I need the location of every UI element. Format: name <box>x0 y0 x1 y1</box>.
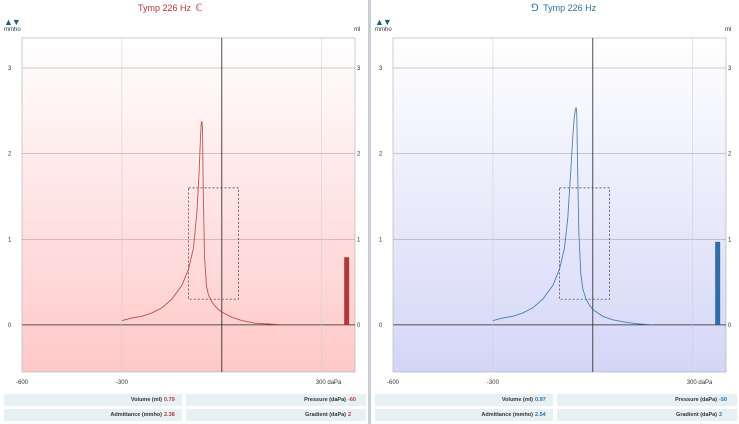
x-tick-label: -300 <box>116 380 129 386</box>
triangle-up-icon[interactable]: ▲ <box>4 17 13 27</box>
tympanogram-curve <box>492 107 653 326</box>
x-tick-label: -600 <box>387 380 400 386</box>
left-ear-panel: ⅁ Tymp 226 Hz ▲▼ mmho ml 0 0 1 1 2 2 3 3 -600 -30… <box>371 0 739 424</box>
right-ear-icon: ℂ <box>195 3 203 14</box>
scale-toggle[interactable]: ▲▼ <box>4 17 21 27</box>
y-tick-label: 3 <box>379 66 383 72</box>
readouts: Volume (ml) 0.79 Pressure (daPa) -60 Adm… <box>4 394 366 422</box>
y-tick-label-right: 0 <box>728 323 732 329</box>
y-tick-label-right: 3 <box>728 66 732 72</box>
right-ear-panel: Tymp 226 Hz ℂ ▲▼ mmho ml 0 0 1 1 2 2 3 3 -600 -30… <box>0 0 368 424</box>
triangle-down-icon[interactable]: ▼ <box>11 17 21 27</box>
left-ear-icon: ⅁ <box>531 3 539 14</box>
x-tick-label: 300 daPa <box>687 380 713 386</box>
pressure-readout: Pressure (daPa) -50 <box>557 394 737 406</box>
volume-readout: Volume (ml) 0.97 <box>375 394 553 406</box>
panel-divider[interactable] <box>368 0 371 424</box>
tympanogram-chart: 0 0 1 1 2 2 3 3 -600 -300 300 daPa <box>8 37 361 386</box>
y-tick-label-right: 2 <box>357 152 361 158</box>
pressure-readout: Pressure (daPa) -60 <box>186 394 366 406</box>
y-tick-label: 1 <box>379 237 383 243</box>
y-unit-right: ml <box>725 27 732 33</box>
x-tick-label: 300 daPa <box>316 380 342 386</box>
volume-readout: Volume (ml) 0.79 <box>4 394 182 406</box>
normal-range-box <box>188 187 239 300</box>
y-tick-label: 3 <box>8 66 12 72</box>
gradient-readout: Gradient (daPa) 2 <box>557 409 737 421</box>
panel-title: ⅁ Tymp 226 Hz <box>531 3 597 14</box>
y-tick-label-right: 3 <box>357 66 361 72</box>
y-unit-left: mmho <box>375 27 392 33</box>
scale-toggle[interactable]: ▲▼ <box>375 17 392 27</box>
y-tick-label: 0 <box>8 323 12 329</box>
y-unit-right: ml <box>354 27 361 33</box>
y-tick-label: 2 <box>8 152 12 158</box>
panel-title: Tymp 226 Hz ℂ <box>138 3 203 14</box>
y-tick-label-right: 1 <box>728 237 732 243</box>
triangle-up-icon[interactable]: ▲ <box>375 17 384 27</box>
y-tick-label: 1 <box>8 237 12 243</box>
tympanogram-chart: 0 0 1 1 2 2 3 3 -600 -300 300 daPa <box>379 37 732 386</box>
ear-canal-volume-bar <box>715 241 721 325</box>
readouts: Volume (ml) 0.97 Pressure (daPa) -50 Adm… <box>375 394 737 422</box>
x-tick-label: -300 <box>487 380 500 386</box>
x-tick-label: -600 <box>16 380 29 386</box>
normal-range-box <box>559 187 610 300</box>
triangle-down-icon[interactable]: ▼ <box>382 17 392 27</box>
y-tick-label-right: 2 <box>728 152 732 158</box>
admittance-readout: Admittance (mmho) 2.38 <box>4 409 182 421</box>
y-unit-left: mmho <box>4 27 21 33</box>
admittance-readout: Admittance (mmho) 2.54 <box>375 409 553 421</box>
y-tick-label: 2 <box>379 152 383 158</box>
y-tick-label-right: 1 <box>357 237 361 243</box>
y-tick-label: 0 <box>379 323 383 329</box>
tympanogram-curve <box>121 120 282 326</box>
ear-canal-volume-bar <box>344 257 350 325</box>
gradient-readout: Gradient (daPa) 2 <box>186 409 366 421</box>
y-tick-label-right: 0 <box>357 323 361 329</box>
